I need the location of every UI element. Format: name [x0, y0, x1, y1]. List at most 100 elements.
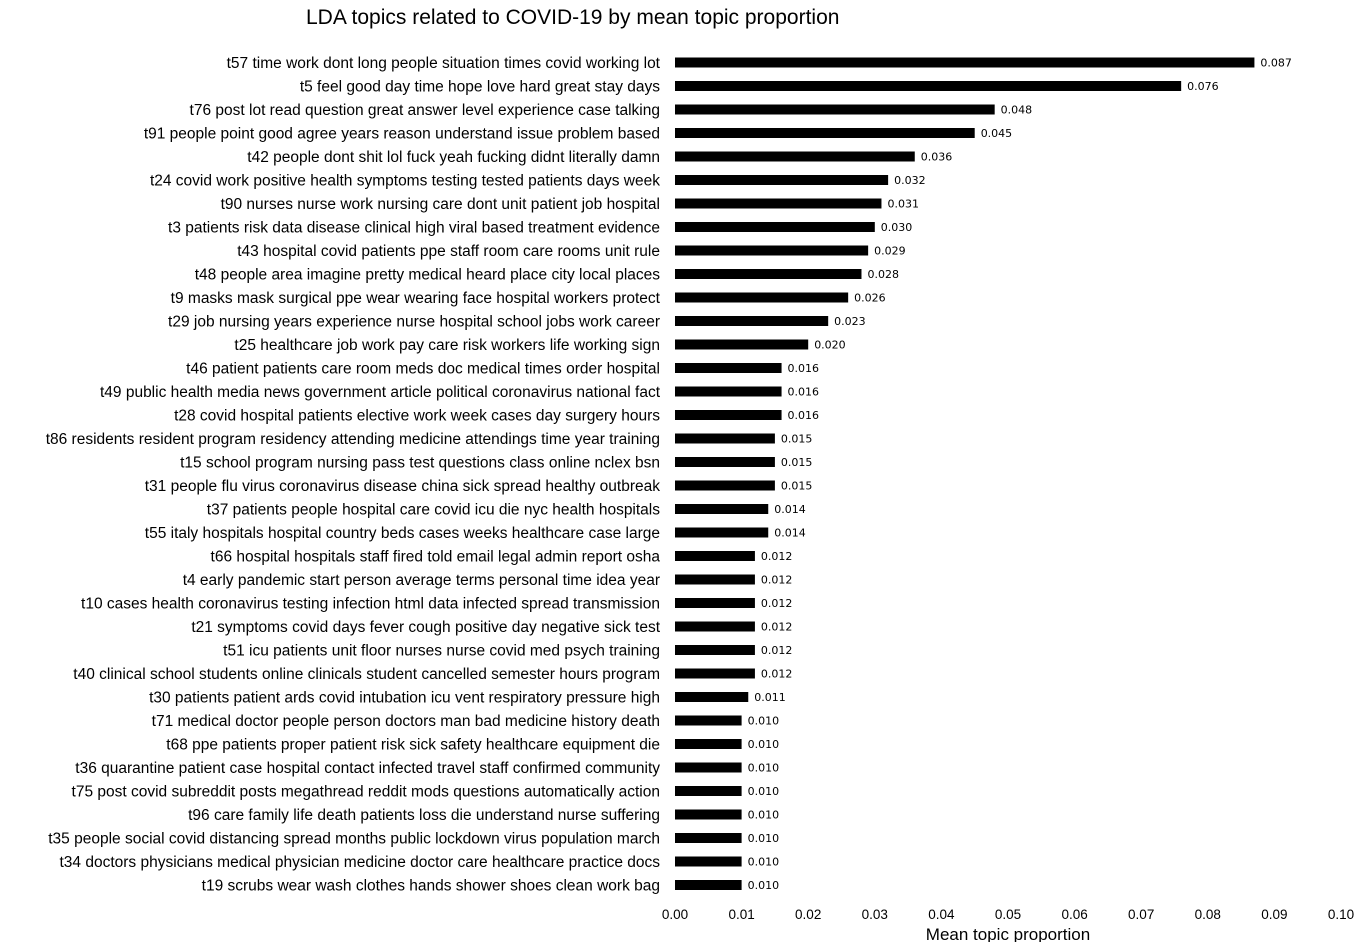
data-label: 0.028 — [867, 268, 899, 281]
category-label: t19 scrubs wear wash clothes hands showe… — [202, 878, 660, 895]
bar — [675, 786, 742, 796]
category-label: t3 patients risk data disease clinical h… — [168, 220, 660, 237]
bar — [675, 880, 742, 890]
data-label: 0.010 — [748, 856, 780, 869]
data-label: 0.010 — [748, 832, 780, 845]
data-label: 0.020 — [814, 339, 846, 352]
category-label: t21 symptoms covid days fever cough posi… — [191, 619, 660, 636]
category-label: t49 public health media news government … — [100, 384, 661, 401]
bar — [675, 128, 975, 138]
value-labels: 0.087 0.076 0.048 0.045 0.036 0.032 0.031 0.030… — [748, 57, 1292, 893]
category-label: t24 covid work positive health symptoms … — [150, 173, 660, 190]
bar — [675, 739, 742, 749]
category-label: t57 time work dont long people situation… — [227, 55, 661, 72]
category-label: t29 job nursing years experience nurse h… — [168, 314, 660, 331]
data-label: 0.045 — [981, 127, 1013, 140]
bar — [675, 668, 755, 679]
bar — [675, 715, 742, 726]
x-tick-label: 0.01 — [728, 907, 754, 922]
bar — [675, 762, 742, 773]
bar — [675, 692, 749, 702]
bar — [675, 410, 782, 420]
category-label: t15 school program nursing pass test que… — [180, 455, 660, 472]
data-label: 0.015 — [781, 456, 813, 469]
bar — [675, 480, 775, 491]
bar — [675, 386, 782, 397]
data-label: 0.010 — [748, 738, 780, 751]
data-label: 0.012 — [761, 621, 793, 634]
data-label: 0.036 — [921, 151, 953, 164]
bar — [675, 645, 755, 655]
x-tick-label: 0.02 — [795, 907, 821, 922]
bar — [675, 292, 849, 303]
category-label: t25 healthcare job work pay care risk wo… — [234, 337, 660, 354]
x-tick-label: 0.04 — [928, 907, 955, 922]
data-label: 0.016 — [788, 409, 820, 422]
category-label: t66 hospital hospitals staff fired told … — [211, 549, 661, 566]
x-tick-label: 0.07 — [1128, 907, 1154, 922]
data-label: 0.030 — [881, 221, 913, 234]
data-label: 0.010 — [748, 762, 780, 775]
data-label: 0.015 — [781, 480, 813, 493]
bar — [675, 245, 869, 256]
x-tick-label: 0.08 — [1195, 907, 1221, 922]
bar — [675, 621, 755, 632]
category-label: t5 feel good day time hope love hard gre… — [300, 79, 660, 96]
data-label: 0.031 — [887, 198, 919, 211]
bars — [675, 57, 1255, 890]
data-label: 0.014 — [774, 527, 806, 540]
category-label: t68 ppe patients proper patient risk sic… — [166, 737, 660, 754]
category-label: t46 patient patients care room meds doc … — [186, 361, 660, 378]
category-label: t4 early pandemic start person average t… — [183, 572, 660, 589]
bar — [675, 433, 775, 444]
bar — [675, 151, 915, 162]
x-tick-label: 0.05 — [995, 907, 1021, 922]
category-label: t35 people social covid distancing sprea… — [48, 831, 660, 848]
data-label: 0.016 — [788, 362, 820, 375]
category-label: t76 post lot read question great answer … — [190, 102, 660, 119]
category-label: t28 covid hospital patients elective wor… — [174, 408, 660, 425]
bar — [675, 598, 755, 608]
bar — [675, 81, 1182, 91]
category-label: t48 people area imagine pretty medical h… — [195, 267, 661, 284]
category-label: t43 hospital covid patients ppe staff ro… — [237, 243, 660, 260]
bar — [675, 316, 829, 326]
data-label: 0.012 — [761, 574, 793, 587]
category-label: t30 patients patient ards covid intubati… — [149, 690, 660, 707]
data-label: 0.076 — [1187, 80, 1219, 93]
category-label: t34 doctors physicians medical physician… — [60, 854, 661, 871]
bar — [675, 856, 742, 867]
data-label: 0.014 — [774, 503, 806, 516]
bar — [675, 339, 809, 350]
data-label: 0.010 — [748, 809, 780, 822]
bar — [675, 833, 742, 843]
bar — [675, 222, 875, 232]
bar — [675, 198, 882, 209]
bar — [675, 269, 862, 279]
data-label: 0.010 — [748, 715, 780, 728]
data-label: 0.012 — [761, 668, 793, 681]
data-label: 0.012 — [761, 644, 793, 657]
data-label: 0.015 — [781, 433, 813, 446]
bar — [675, 551, 755, 561]
category-label: t55 italy hospitals hospital country bed… — [145, 525, 660, 542]
x-axis-title: Mean topic proportion — [926, 925, 1090, 942]
category-label: t71 medical doctor people person doctors… — [152, 713, 660, 730]
bar — [675, 457, 775, 467]
bar — [675, 574, 755, 585]
category-label: t37 patients people hospital care covid … — [207, 502, 660, 519]
data-label: 0.023 — [834, 315, 866, 328]
bar — [675, 104, 995, 115]
bar — [675, 504, 769, 514]
data-label: 0.026 — [854, 292, 886, 305]
x-tick-label: 0.09 — [1261, 907, 1287, 922]
data-label: 0.029 — [874, 245, 906, 258]
category-labels: t57 time work dont long people situation… — [46, 55, 661, 895]
category-label: t75 post covid subreddit posts megathrea… — [72, 784, 660, 801]
bar — [675, 809, 742, 820]
category-label: t9 masks mask surgical ppe wear wearing … — [171, 290, 661, 307]
data-label: 0.048 — [1001, 104, 1032, 117]
x-tick-label: 0.10 — [1328, 907, 1354, 922]
category-label: t31 people flu virus coronavirus disease… — [145, 478, 660, 495]
